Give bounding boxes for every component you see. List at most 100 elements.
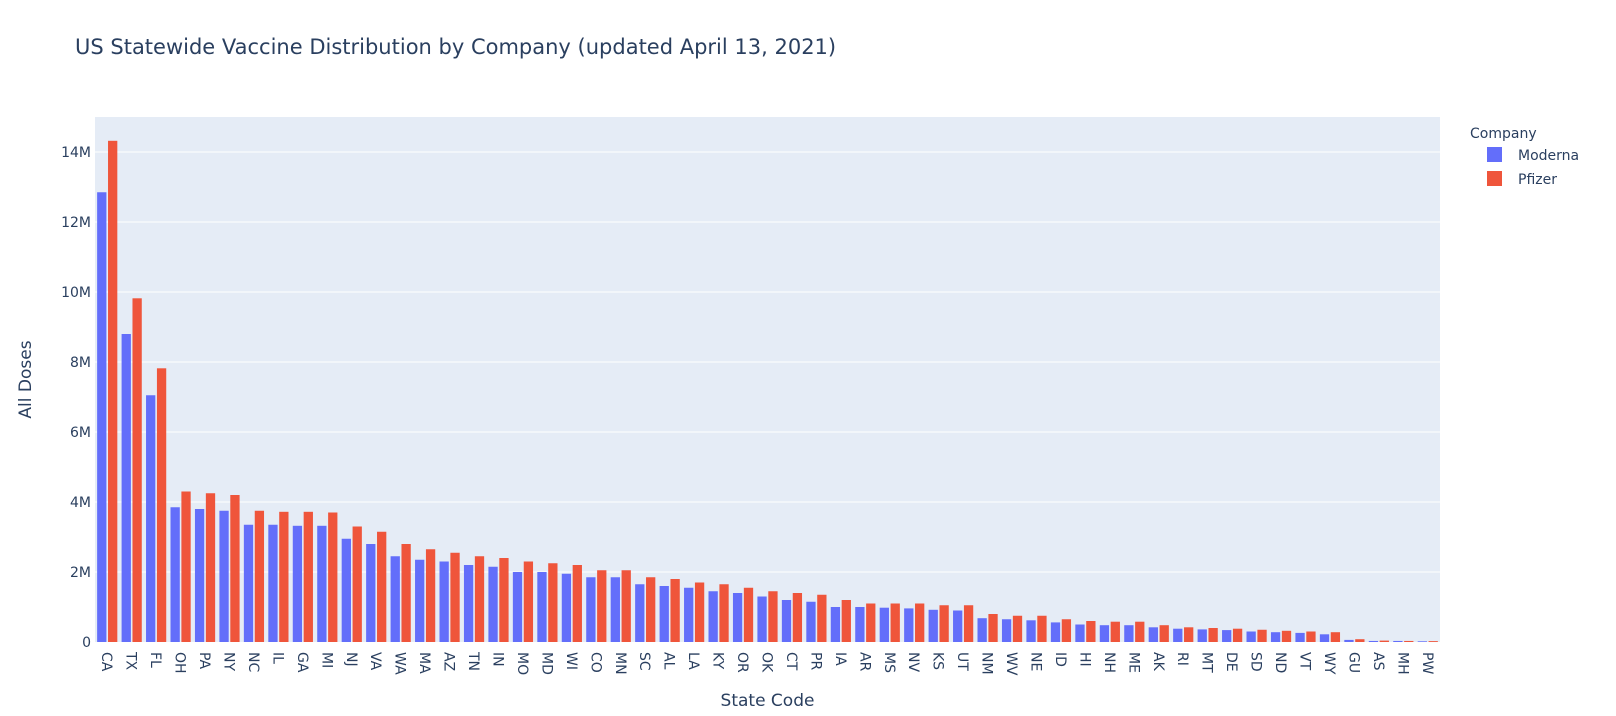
bar-moderna-nm[interactable]	[977, 618, 987, 642]
bar-pfizer-id[interactable]	[1061, 619, 1072, 642]
bar-pfizer-wy[interactable]	[1330, 632, 1341, 642]
bar-moderna-ny[interactable]	[219, 510, 229, 642]
bar-moderna-ct[interactable]	[781, 600, 792, 642]
bar-pfizer-ks[interactable]	[939, 605, 949, 642]
bar-moderna-mh[interactable]	[1393, 640, 1403, 642]
bar-moderna-nj[interactable]	[341, 538, 351, 642]
bar-pfizer-de[interactable]	[1232, 628, 1243, 642]
bar-moderna-nv[interactable]	[904, 608, 914, 642]
bar-pfizer-mi[interactable]	[328, 512, 338, 643]
bar-pfizer-ne[interactable]	[1037, 615, 1047, 642]
bar-pfizer-ok[interactable]	[768, 591, 778, 642]
bar-moderna-ia[interactable]	[830, 607, 841, 642]
bar-moderna-co[interactable]	[586, 577, 596, 642]
bar-pfizer-hi[interactable]	[1086, 621, 1096, 642]
bar-pfizer-nd[interactable]	[1281, 630, 1292, 642]
bar-moderna-oh[interactable]	[170, 507, 180, 642]
bar-pfizer-mh[interactable]	[1404, 640, 1414, 642]
bar-pfizer-nc[interactable]	[254, 510, 265, 642]
bar-pfizer-nj[interactable]	[352, 526, 362, 643]
bar-moderna-tn[interactable]	[463, 565, 474, 642]
bar-pfizer-ut[interactable]	[963, 605, 974, 642]
bar-moderna-ks[interactable]	[928, 609, 938, 642]
bar-pfizer-ny[interactable]	[230, 495, 240, 642]
bar-moderna-id[interactable]	[1050, 622, 1061, 642]
bar-moderna-al[interactable]	[659, 586, 669, 642]
bars[interactable]	[97, 140, 1438, 643]
bar-pfizer-ia[interactable]	[841, 600, 851, 642]
bar-moderna-sc[interactable]	[635, 584, 645, 642]
bar-pfizer-ct[interactable]	[792, 593, 803, 642]
bar-pfizer-ar[interactable]	[866, 603, 876, 643]
bar-moderna-ma[interactable]	[415, 559, 425, 642]
bar-pfizer-co[interactable]	[597, 570, 607, 642]
bar-moderna-ne[interactable]	[1026, 620, 1036, 642]
bar-moderna-ok[interactable]	[757, 596, 767, 643]
bar-moderna-ak[interactable]	[1148, 627, 1158, 642]
bar-moderna-mt[interactable]	[1197, 629, 1207, 642]
bar-moderna-nd[interactable]	[1270, 632, 1281, 642]
bar-moderna-ri[interactable]	[1173, 628, 1183, 642]
bar-moderna-az[interactable]	[439, 561, 449, 643]
bar-moderna-in[interactable]	[488, 566, 498, 642]
bar-moderna-pr[interactable]	[806, 601, 816, 642]
bar-pfizer-fl[interactable]	[156, 368, 167, 642]
bar-pfizer-or[interactable]	[743, 587, 754, 642]
bar-moderna-ut[interactable]	[953, 610, 963, 643]
bar-pfizer-ky[interactable]	[719, 584, 729, 642]
bar-moderna-hi[interactable]	[1075, 624, 1085, 643]
bar-moderna-ky[interactable]	[708, 591, 718, 642]
bar-moderna-fl[interactable]	[146, 395, 156, 642]
bar-moderna-ga[interactable]	[292, 525, 303, 642]
bar-pfizer-il[interactable]	[279, 511, 289, 642]
bar-moderna-ms[interactable]	[879, 607, 889, 642]
bar-pfizer-az[interactable]	[450, 552, 460, 642]
bar-pfizer-ga[interactable]	[303, 511, 313, 642]
bar-pfizer-pa[interactable]	[205, 493, 216, 642]
bar-moderna-va[interactable]	[366, 544, 376, 642]
legend-item-pfizer[interactable]: Pfizer	[1487, 171, 1557, 188]
bar-moderna-pa[interactable]	[194, 509, 205, 642]
bar-moderna-wi[interactable]	[561, 573, 572, 642]
bar-moderna-gu[interactable]	[1344, 639, 1354, 642]
bar-pfizer-mt[interactable]	[1208, 628, 1218, 642]
bar-pfizer-nv[interactable]	[915, 603, 925, 643]
bar-moderna-wa[interactable]	[390, 556, 400, 642]
bar-pfizer-as[interactable]	[1379, 640, 1389, 642]
bar-moderna-me[interactable]	[1124, 625, 1134, 642]
bar-moderna-md[interactable]	[537, 572, 547, 642]
bar-moderna-de[interactable]	[1222, 630, 1232, 642]
bar-pfizer-sc[interactable]	[646, 577, 656, 642]
bar-moderna-nc[interactable]	[243, 524, 254, 642]
bar-moderna-pw[interactable]	[1417, 641, 1427, 642]
bar-pfizer-ms[interactable]	[890, 603, 900, 643]
bar-moderna-ar[interactable]	[855, 607, 865, 642]
bar-moderna-nh[interactable]	[1099, 625, 1110, 642]
bar-pfizer-gu[interactable]	[1355, 639, 1365, 642]
bar-moderna-vt[interactable]	[1295, 632, 1305, 642]
bar-moderna-mi[interactable]	[317, 525, 327, 642]
bar-pfizer-pw[interactable]	[1428, 641, 1438, 643]
bar-moderna-or[interactable]	[732, 593, 743, 642]
bar-moderna-wv[interactable]	[1001, 619, 1012, 642]
bar-moderna-wy[interactable]	[1319, 634, 1330, 642]
bar-pfizer-sd[interactable]	[1257, 629, 1267, 642]
bar-pfizer-la[interactable]	[694, 582, 705, 643]
bar-pfizer-al[interactable]	[670, 579, 680, 642]
bar-pfizer-nh[interactable]	[1110, 621, 1120, 642]
bar-pfizer-ma[interactable]	[425, 549, 436, 642]
bar-moderna-sd[interactable]	[1246, 631, 1256, 643]
bar-moderna-as[interactable]	[1368, 640, 1379, 642]
bar-pfizer-mn[interactable]	[621, 570, 631, 642]
bar-moderna-mn[interactable]	[610, 577, 620, 642]
bar-pfizer-ca[interactable]	[108, 140, 118, 643]
legend-item-moderna[interactable]: Moderna	[1487, 147, 1579, 164]
bar-moderna-la[interactable]	[684, 587, 694, 642]
bar-pfizer-tn[interactable]	[474, 556, 485, 642]
bar-moderna-mo[interactable]	[512, 572, 523, 642]
bar-pfizer-wi[interactable]	[572, 565, 582, 642]
bar-pfizer-vt[interactable]	[1306, 631, 1316, 643]
bar-pfizer-oh[interactable]	[181, 491, 191, 643]
bar-pfizer-va[interactable]	[377, 531, 387, 642]
bar-moderna-tx[interactable]	[121, 334, 131, 642]
